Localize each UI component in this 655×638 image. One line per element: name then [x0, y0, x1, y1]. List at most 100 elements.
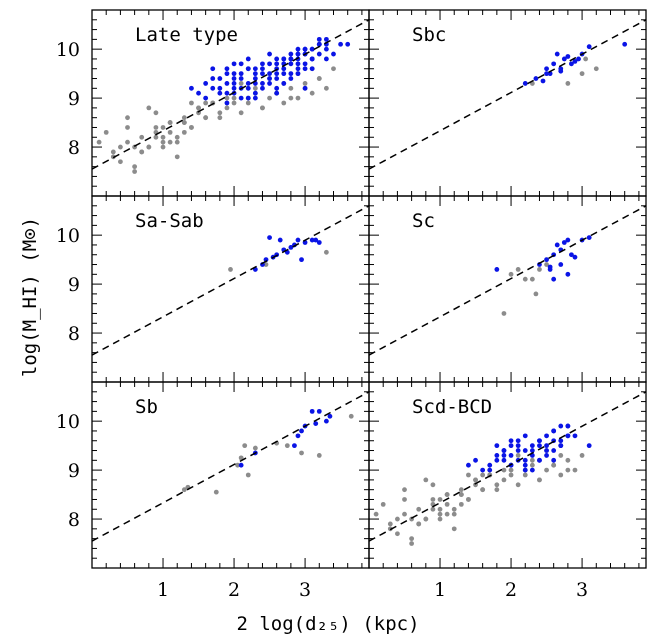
data-point-gray	[174, 134, 180, 140]
data-point-blue	[473, 457, 478, 463]
data-point-gray	[458, 487, 464, 493]
data-point-blue	[267, 76, 272, 81]
data-point-blue	[551, 457, 557, 463]
data-point-blue	[210, 76, 216, 81]
fit-line	[368, 205, 647, 356]
data-point-blue	[316, 240, 322, 245]
data-point-blue	[267, 51, 272, 57]
data-point-gray	[402, 487, 407, 493]
fit-line	[91, 205, 370, 356]
panel-sbc: Sbc	[368, 9, 647, 197]
data-point-gray	[167, 139, 173, 145]
data-point-blue	[529, 467, 535, 473]
data-point-blue	[323, 36, 329, 42]
data-point-gray	[299, 450, 304, 456]
data-point-gray	[380, 501, 386, 507]
data-point-gray	[125, 139, 130, 145]
data-point-blue	[238, 95, 244, 101]
panel-title: Scd-BCD	[412, 396, 492, 418]
data-point-blue	[323, 56, 329, 62]
data-point-blue	[217, 76, 223, 81]
panel-title: Late type	[135, 24, 238, 46]
data-point-blue	[277, 237, 283, 243]
data-point-gray	[103, 129, 109, 135]
data-point-gray	[430, 482, 436, 488]
data-point-gray	[323, 85, 329, 91]
data-point-blue	[327, 413, 333, 419]
panel-late-type: Late type 8 9 10	[56, 9, 370, 197]
data-point-blue	[622, 41, 628, 47]
data-point-blue	[203, 95, 209, 101]
data-point-blue	[508, 453, 514, 458]
data-point-gray	[331, 66, 336, 72]
data-point-blue	[551, 448, 557, 453]
data-point-blue	[252, 66, 258, 72]
data-point-blue	[522, 462, 528, 468]
data-point-blue	[295, 433, 301, 439]
data-point-gray	[430, 497, 436, 502]
data-point-gray	[281, 100, 287, 106]
data-point-gray	[96, 139, 102, 145]
data-point-blue	[295, 71, 301, 77]
data-point-blue	[295, 66, 301, 72]
fit-line	[368, 391, 647, 542]
data-point-blue	[501, 457, 507, 463]
data-point-blue	[331, 51, 336, 57]
data-point-blue	[281, 71, 287, 77]
data-point-gray	[451, 506, 457, 512]
data-point-blue	[274, 61, 280, 67]
panel-title: Sbc	[412, 24, 446, 46]
data-point-blue	[515, 448, 521, 453]
data-point-blue	[565, 271, 571, 277]
data-point-gray	[416, 521, 422, 527]
data-point-gray	[579, 453, 585, 458]
data-point-blue	[288, 244, 294, 250]
data-point-gray	[118, 159, 123, 165]
fit-line	[91, 391, 370, 542]
data-point-blue	[260, 61, 265, 67]
data-point-blue	[572, 254, 578, 260]
data-point-blue	[302, 46, 308, 52]
x-tick-label: 2	[505, 579, 517, 601]
data-point-blue	[529, 448, 535, 453]
data-point-gray	[231, 100, 237, 106]
x-tick-label: 1	[434, 579, 446, 601]
panel-frame	[91, 381, 370, 569]
panel-title: Sb	[135, 396, 158, 418]
data-point-blue	[252, 95, 258, 101]
x-tick-label: 3	[299, 579, 311, 601]
data-point-gray	[118, 144, 123, 150]
data-point-blue	[288, 51, 294, 57]
data-point-gray	[444, 492, 450, 497]
data-point-gray	[473, 477, 478, 483]
data-point-blue	[245, 81, 251, 86]
data-point-gray	[263, 262, 269, 267]
data-point-blue	[245, 56, 251, 62]
data-point-blue	[224, 71, 230, 77]
data-point-blue	[494, 443, 500, 449]
data-point-gray	[551, 462, 557, 468]
data-point-gray	[252, 85, 258, 91]
data-point-gray	[288, 85, 294, 91]
data-point-blue	[295, 237, 301, 243]
data-point-gray	[110, 149, 116, 155]
panel-sa-sab: Sa-Sab 8 9 10	[56, 195, 370, 383]
y-tick-label: 9	[68, 460, 80, 482]
data-point-blue	[288, 76, 294, 81]
data-point-gray	[508, 472, 514, 478]
data-point-blue	[558, 262, 564, 267]
data-point-gray	[515, 482, 521, 488]
data-point-gray	[565, 457, 571, 463]
data-point-gray	[558, 453, 564, 458]
data-point-blue	[231, 61, 237, 67]
data-point-blue	[554, 51, 560, 57]
data-point-blue	[288, 61, 294, 67]
x-tick-label: 3	[576, 579, 588, 601]
data-point-gray	[444, 501, 450, 507]
data-point-gray	[515, 267, 521, 272]
data-point-gray	[139, 134, 145, 140]
data-point-blue	[245, 85, 251, 91]
y-tick-label: 8	[68, 323, 80, 345]
data-point-gray	[174, 139, 180, 145]
